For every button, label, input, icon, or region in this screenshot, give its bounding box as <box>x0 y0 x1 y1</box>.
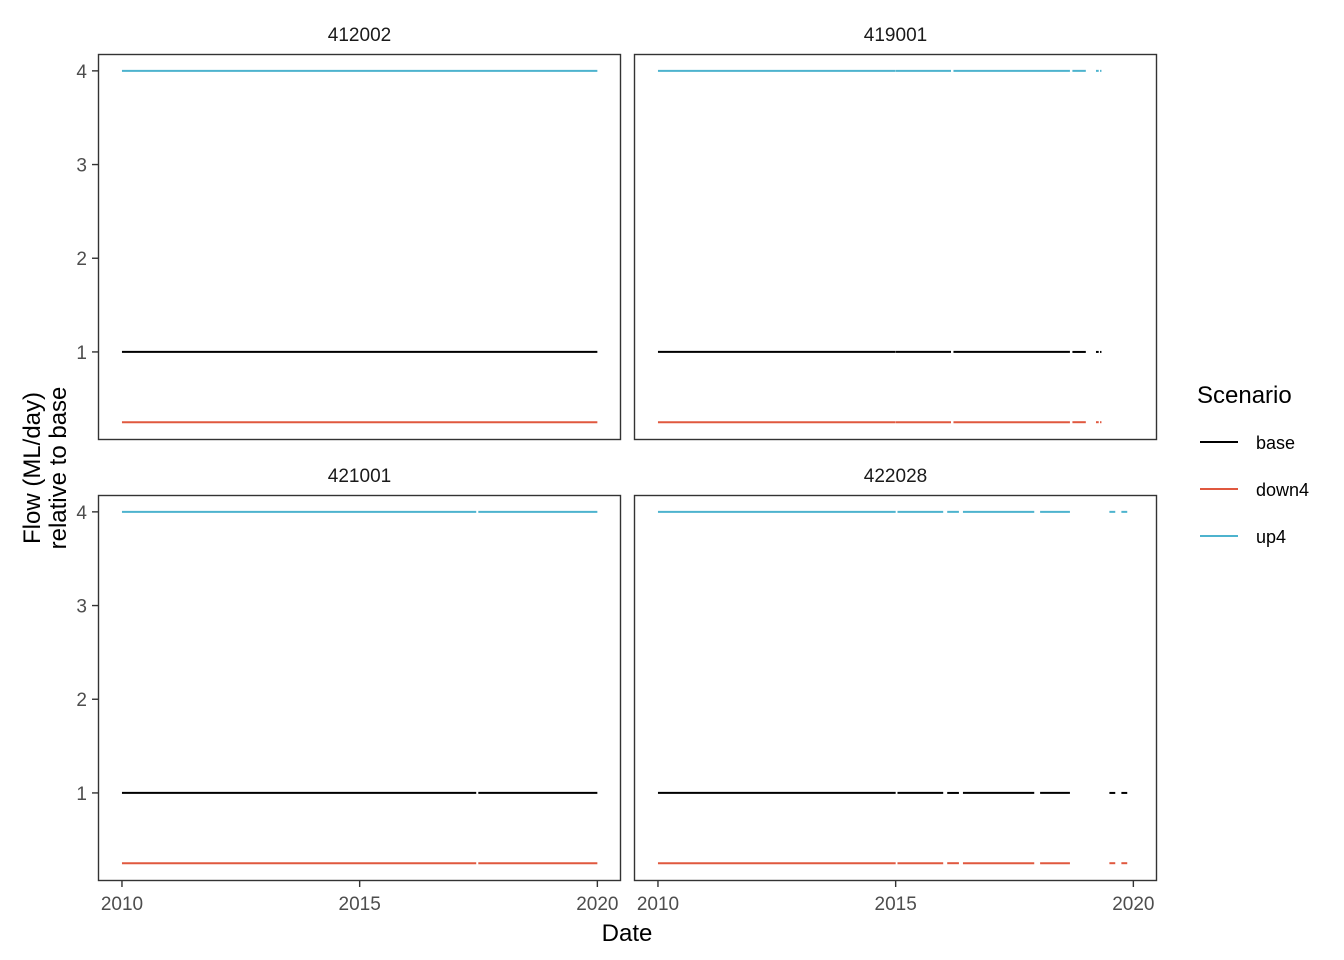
x-tick-label: 2015 <box>875 894 917 915</box>
panel-border <box>97 53 622 441</box>
y-axis-title: Flow (ML/day) relative to base <box>19 387 72 550</box>
panel-border <box>633 53 1158 441</box>
x-tick-label: 2010 <box>101 894 143 915</box>
facet-title: 419001 <box>864 25 927 46</box>
x-tick-label: 2010 <box>637 894 679 915</box>
y-tick-label: 1 <box>76 343 87 364</box>
facet-panel: 412002 1 2 3 4 <box>76 25 622 441</box>
x-tick-label: 2020 <box>1112 894 1154 915</box>
legend-title: Scenario <box>1197 382 1292 409</box>
facet-title: 422028 <box>864 466 927 487</box>
facet-title: 412002 <box>328 25 391 46</box>
y-tick-label: 1 <box>76 784 87 805</box>
panel-border <box>633 494 1158 882</box>
y-tick-label: 4 <box>76 503 87 524</box>
facet-title: 421001 <box>328 466 391 487</box>
facet-panel: 421001 1 2 3 4 2010 2015 2020 <box>76 466 622 915</box>
y-tick-label: 3 <box>76 156 87 177</box>
x-axis-title: Date <box>602 920 653 947</box>
y-tick-label: 4 <box>76 62 87 83</box>
legend: Scenario base down4 up4 <box>1197 382 1309 547</box>
x-tick-label: 2020 <box>576 894 618 915</box>
facet-panel: 422028 2010 2015 2020 <box>633 466 1158 915</box>
y-tick-label: 2 <box>76 690 87 711</box>
legend-label-down4: down4 <box>1256 480 1309 500</box>
legend-label-up4: up4 <box>1256 527 1286 547</box>
x-tick-label: 2015 <box>339 894 381 915</box>
y-tick-label: 3 <box>76 597 87 618</box>
panel-border <box>97 494 622 882</box>
legend-label-base: base <box>1256 433 1295 453</box>
y-tick-label: 2 <box>76 249 87 270</box>
y-axis-title-line-2: relative to base <box>45 387 72 550</box>
y-axis-title-line-1: Flow (ML/day) <box>19 392 46 544</box>
facet-panel: 419001 <box>633 25 1158 441</box>
